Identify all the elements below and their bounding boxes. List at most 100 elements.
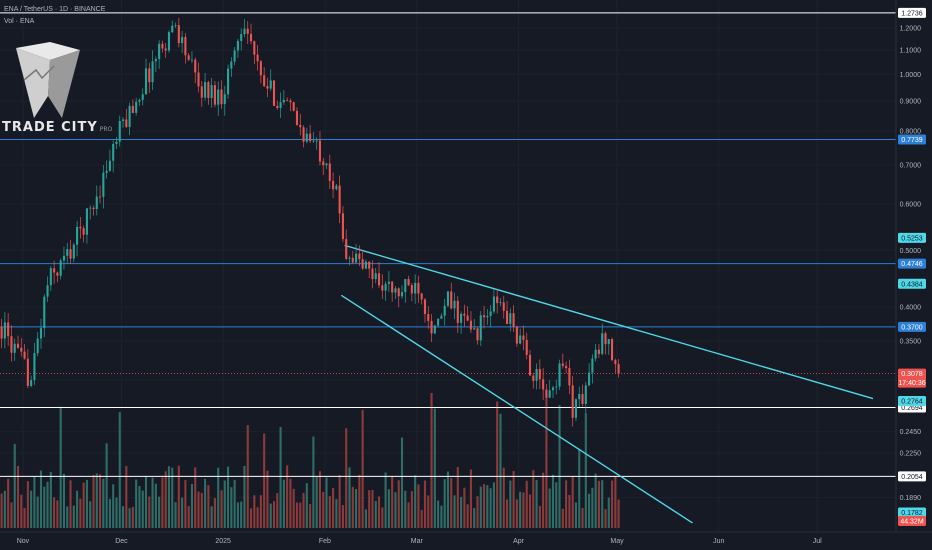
- volume-bar: [528, 494, 532, 528]
- volume-bar: [571, 476, 574, 528]
- candle-body: [20, 347, 23, 352]
- symbol-legend[interactable]: ENA / TetherUS · 1D · BINANCE: [4, 6, 106, 13]
- candle-body: [253, 41, 256, 55]
- candle-body: [39, 328, 43, 339]
- x-tick-label: Jul: [813, 538, 822, 545]
- candle-body: [423, 299, 427, 315]
- volume-bar: [112, 484, 115, 528]
- volume-bar: [302, 492, 305, 528]
- candle-body: [230, 61, 233, 69]
- level-tag: 0.4746: [901, 261, 923, 268]
- level-tag: 0.2054: [901, 474, 923, 481]
- y-tick-label: 0.7000: [900, 162, 922, 169]
- candle-body: [584, 385, 587, 404]
- candle-body: [59, 260, 62, 276]
- volume-bar: [604, 509, 607, 528]
- volume-bar: [253, 495, 256, 528]
- candle-body: [571, 385, 574, 418]
- volume-legend[interactable]: Vol · ENA: [4, 18, 35, 25]
- candle-body: [574, 399, 578, 418]
- candle-body: [174, 25, 177, 27]
- volume-bar: [371, 490, 374, 528]
- volume-bar: [276, 493, 279, 528]
- candle-body: [545, 389, 548, 398]
- candle-body: [565, 365, 568, 369]
- candle-body: [558, 363, 561, 387]
- trendline-wedge-upper[interactable]: [344, 244, 874, 400]
- candle-body: [302, 127, 305, 142]
- candle-body: [614, 360, 617, 365]
- volume-bar: [512, 471, 515, 528]
- volume-bar: [26, 481, 29, 528]
- volume-bar: [39, 470, 43, 528]
- price-tag: 0.5253: [901, 235, 923, 242]
- x-tick-label: Jun: [713, 538, 724, 545]
- volume-bar: [381, 507, 384, 528]
- volume-bar: [279, 426, 282, 528]
- volume-bar: [128, 508, 131, 528]
- candle-body: [292, 102, 295, 111]
- volume-bar: [427, 495, 430, 528]
- candle-body: [158, 43, 161, 60]
- candle-body: [167, 32, 171, 51]
- candle-body: [371, 268, 374, 280]
- candle-body: [256, 54, 259, 62]
- candle-body: [322, 161, 325, 166]
- time-axis[interactable]: Nov Dec 2025 Feb Mar Apr May Jun Jul: [17, 538, 822, 545]
- candle-body: [43, 296, 46, 329]
- volume-bar: [489, 488, 492, 528]
- candle-body: [476, 328, 479, 341]
- candle-body: [355, 253, 358, 263]
- x-tick-label: Mar: [411, 538, 424, 545]
- current-price-tag: 0.3078: [901, 371, 923, 378]
- volume-bar: [151, 477, 154, 528]
- candle-body: [200, 86, 203, 98]
- candle-body: [611, 339, 614, 361]
- candle-body: [338, 185, 341, 214]
- brand-suffix: PRO: [99, 126, 113, 133]
- volume-bar: [223, 480, 226, 528]
- price-tag-bg: [898, 507, 926, 518]
- brand-name: TRADE CITY PRO: [2, 120, 112, 135]
- candle-body: [512, 313, 515, 327]
- volume-bar: [46, 481, 49, 528]
- candle-body: [53, 268, 56, 273]
- volume-bar: [594, 473, 597, 528]
- candle-body: [394, 288, 397, 293]
- level-tag: 0.7739: [901, 137, 923, 144]
- volume-bar: [171, 467, 174, 528]
- volume-bar: [99, 474, 102, 528]
- candle-body: [108, 160, 111, 171]
- volume-bar: [502, 467, 505, 528]
- volume-bar: [322, 491, 325, 528]
- candle-body: [36, 338, 39, 354]
- candle-body: [515, 326, 518, 344]
- volume-bar: [423, 480, 427, 528]
- candle-body: [594, 349, 597, 359]
- candle-body: [332, 180, 335, 190]
- candle-body: [217, 89, 220, 105]
- volume-bar: [338, 475, 341, 528]
- candle-body: [440, 315, 443, 319]
- volume-bar: [105, 443, 108, 528]
- candle-body: [10, 336, 13, 353]
- y-tick-label: 0.2450: [900, 429, 922, 436]
- candle-body: [62, 255, 66, 261]
- candle-body: [617, 364, 620, 374]
- candle-body: [604, 333, 607, 345]
- volume-bar: [315, 476, 318, 528]
- volume-tag: 44.32M: [900, 519, 924, 526]
- volume-bar: [7, 478, 10, 528]
- volume-bar: [0, 493, 3, 528]
- candle-body: [16, 343, 20, 348]
- volume-bar: [36, 496, 39, 528]
- volume-bar: [30, 490, 33, 528]
- volume-bar: [69, 480, 72, 528]
- candle-body: [233, 50, 236, 62]
- trendline-wedge-lower[interactable]: [340, 294, 693, 524]
- candle-body: [548, 390, 551, 398]
- volume-bar: [348, 467, 351, 528]
- volume-bar: [131, 506, 134, 528]
- candle-body: [351, 257, 354, 263]
